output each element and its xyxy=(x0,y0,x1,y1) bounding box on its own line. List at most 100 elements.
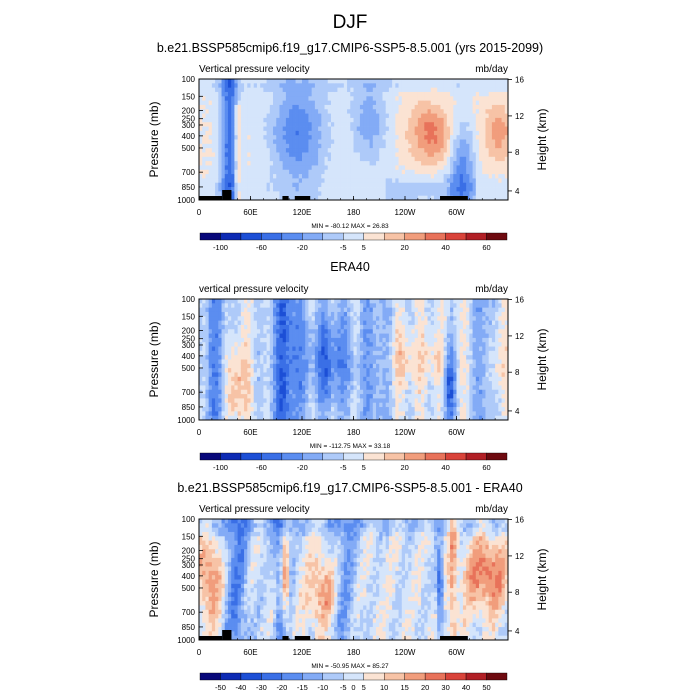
heatmap-cell xyxy=(382,303,387,309)
heatmap-cell xyxy=(501,96,506,102)
heatmap-cell xyxy=(424,324,428,330)
heatmap-cell xyxy=(308,407,313,412)
heatmap-cell xyxy=(244,320,248,326)
heatmap-cell xyxy=(321,139,325,145)
heatmap-cell xyxy=(424,389,428,395)
heatmap-cell xyxy=(340,130,345,136)
heatmap-cell xyxy=(327,117,332,123)
heatmap-cell xyxy=(221,329,226,334)
heatmap-cell xyxy=(308,303,313,309)
heatmap-cell xyxy=(321,307,325,313)
heatmap-cell xyxy=(327,346,332,352)
heatmap-cell xyxy=(433,394,438,399)
heatmap-cell xyxy=(459,174,464,179)
heatmap-cell xyxy=(504,83,509,89)
heatmap-cell xyxy=(340,91,345,97)
heatmap-cell xyxy=(443,100,448,106)
heatmap-cell xyxy=(279,195,284,201)
heatmap-cell xyxy=(237,303,242,309)
heatmap-cell xyxy=(298,394,303,399)
heatmap-cell xyxy=(376,191,380,197)
heatmap-cell xyxy=(330,161,335,166)
heatmap-cell xyxy=(276,402,280,408)
heatmap-cell xyxy=(491,195,496,201)
heatmap-cell xyxy=(263,402,267,408)
heatmap-cell xyxy=(356,415,361,421)
heatmap-cell xyxy=(453,143,457,149)
heatmap-cell xyxy=(302,156,306,162)
heatmap-cell xyxy=(208,359,213,365)
heatmap-cell xyxy=(327,407,332,412)
heatmap-cell xyxy=(366,135,370,140)
heatmap-cell xyxy=(382,316,387,322)
heatmap-cell xyxy=(430,169,435,175)
heatmap-cell xyxy=(279,385,284,391)
heatmap-cell xyxy=(353,320,358,326)
heatmap-cell xyxy=(427,135,432,140)
heatmap-cell xyxy=(427,385,432,391)
heatmap-cell xyxy=(405,324,409,330)
heatmap-cell xyxy=(430,87,435,93)
heatmap-cell xyxy=(433,402,438,408)
heatmap-cell xyxy=(395,372,399,378)
heatmap-cell xyxy=(495,152,499,158)
heatmap-cell xyxy=(289,100,293,106)
heatmap-cell xyxy=(314,311,319,317)
heatmap-cell xyxy=(269,113,274,119)
heatmap-cell xyxy=(337,83,342,89)
heatmap-cell xyxy=(292,389,296,395)
heatmap-cell xyxy=(475,113,480,119)
heatmap-cell xyxy=(411,299,416,304)
heatmap-cell xyxy=(379,117,383,123)
heatmap-cell xyxy=(482,187,486,192)
heatmap-cell xyxy=(405,187,409,192)
heatmap-cell xyxy=(401,178,406,184)
heatmap-cell xyxy=(482,165,486,171)
heatmap-cell xyxy=(417,394,422,399)
heatmap-cell xyxy=(430,174,435,179)
heatmap-cell xyxy=(224,307,229,313)
heatmap-cell xyxy=(285,363,290,369)
heatmap-cell xyxy=(321,394,325,399)
heatmap-cell xyxy=(231,178,235,184)
heatmap-cell xyxy=(440,337,445,343)
heatmap-cell xyxy=(504,195,509,201)
heatmap-cell xyxy=(347,104,351,110)
heatmap-cell xyxy=(321,83,325,89)
heatmap-cell xyxy=(292,178,296,184)
heatmap-cell xyxy=(250,389,255,395)
heatmap-cell xyxy=(330,79,335,84)
heatmap-cell xyxy=(234,407,239,412)
heatmap-cell xyxy=(314,394,319,399)
heatmap-cell xyxy=(231,381,235,386)
heatmap-cell xyxy=(501,79,506,84)
heatmap-cell xyxy=(401,191,406,197)
heatmap-cell xyxy=(382,117,387,123)
heatmap-cell xyxy=(427,178,432,184)
heatmap-cell xyxy=(343,87,348,93)
heatmap-cell xyxy=(330,316,335,322)
heatmap-cell xyxy=(359,337,364,343)
heatmap-cell xyxy=(491,83,496,89)
heatmap-cell xyxy=(256,143,261,149)
heatmap-cell xyxy=(199,320,203,326)
heatmap-cell xyxy=(244,376,248,382)
heatmap-cell xyxy=(450,307,454,313)
heatmap-cell xyxy=(453,182,457,188)
heatmap-cell xyxy=(282,135,287,140)
heatmap-cell xyxy=(427,152,432,158)
heatmap-cell xyxy=(385,87,390,93)
heatmap-cell xyxy=(311,191,316,197)
heatmap-cell xyxy=(247,320,251,326)
heatmap-cell xyxy=(337,324,342,330)
heatmap-cell xyxy=(466,130,470,136)
heatmap-cell xyxy=(302,174,306,179)
heatmap-cell xyxy=(308,350,313,356)
heatmap-cell xyxy=(417,355,422,360)
heatmap-cell xyxy=(305,372,309,378)
heatmap-cell xyxy=(302,87,306,93)
heatmap-cell xyxy=(363,187,367,192)
heatmap-cell xyxy=(446,394,451,399)
heatmap-cell xyxy=(495,79,499,84)
heatmap-cell xyxy=(314,174,319,179)
